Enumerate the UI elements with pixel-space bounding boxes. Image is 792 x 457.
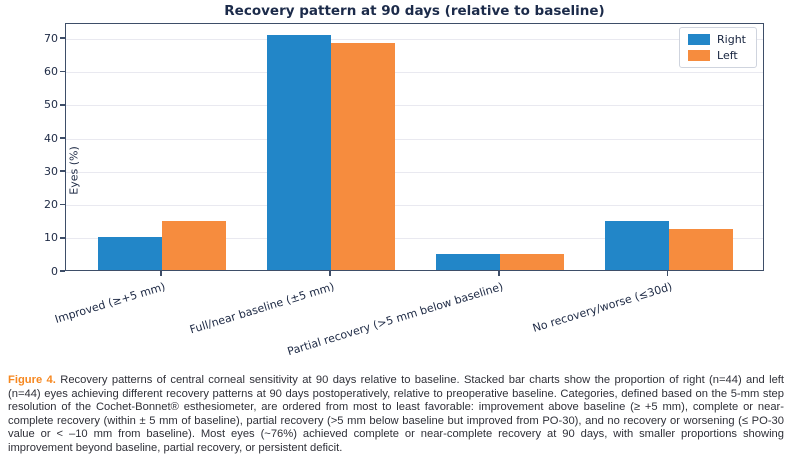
bar-chart: Recovery pattern at 90 days (relative to… <box>44 3 764 358</box>
y-tick-label: 0 <box>51 264 58 278</box>
gridline <box>66 171 763 173</box>
bar-right-2 <box>435 253 500 270</box>
x-tick-label: Improved (≥+5 mm) <box>53 280 167 326</box>
gridline <box>66 138 763 140</box>
bar-left-0 <box>162 221 227 270</box>
gridline <box>66 38 763 40</box>
x-tick-label: Full/near baseline (±5 mm) <box>188 280 336 337</box>
y-tick-mark <box>60 170 65 173</box>
gridline <box>66 72 763 74</box>
y-tick-mark <box>60 103 65 106</box>
y-tick-label: 70 <box>44 31 58 45</box>
y-tick-mark <box>60 236 65 239</box>
y-tick-label: 50 <box>44 98 58 112</box>
bar-right-0 <box>98 237 163 270</box>
bar-left-1 <box>330 42 395 270</box>
bar-left-3 <box>668 229 733 270</box>
y-axis-label: Eyes (%) <box>67 146 81 195</box>
bar-left-2 <box>499 253 564 270</box>
y-tick-label: 30 <box>44 164 58 178</box>
x-tick-mark <box>160 271 162 276</box>
legend-label-right: Right <box>717 33 746 46</box>
y-tick-mark <box>60 270 65 272</box>
figure-caption-label: Figure 4. <box>8 374 56 386</box>
plot-area: Eyes (%) Right Left <box>65 23 764 271</box>
legend: Right Left <box>679 27 757 68</box>
bar-right-1 <box>266 34 331 270</box>
y-tick-label: 10 <box>44 231 58 245</box>
gridline <box>66 105 763 107</box>
gridline <box>66 205 763 206</box>
x-tick-label: No recovery/worse (≤30d) <box>530 280 674 335</box>
x-tick-mark <box>666 271 669 276</box>
y-tick-mark <box>60 70 65 73</box>
gridline <box>66 238 763 240</box>
y-tick-label: 40 <box>44 131 58 145</box>
legend-item-right: Right <box>688 34 746 45</box>
y-tick-mark <box>60 203 65 206</box>
figure-caption-text: Recovery patterns of central corneal sen… <box>8 374 785 454</box>
legend-label-left: Left <box>717 49 738 62</box>
legend-swatch-left <box>688 50 711 61</box>
x-tick-mark <box>329 271 331 276</box>
y-tick-label: 20 <box>44 198 58 211</box>
y-tick-mark <box>60 137 65 139</box>
figure-caption: Figure 4. Recovery patterns of central c… <box>8 374 784 456</box>
bar-right-3 <box>604 221 669 270</box>
y-tick-label: 60 <box>44 65 58 79</box>
legend-swatch-right <box>688 34 711 45</box>
chart-title: Recovery pattern at 90 days (relative to… <box>224 3 605 19</box>
legend-item-left: Left <box>688 50 746 61</box>
x-tick-mark <box>497 271 500 276</box>
y-tick-mark <box>60 37 65 40</box>
